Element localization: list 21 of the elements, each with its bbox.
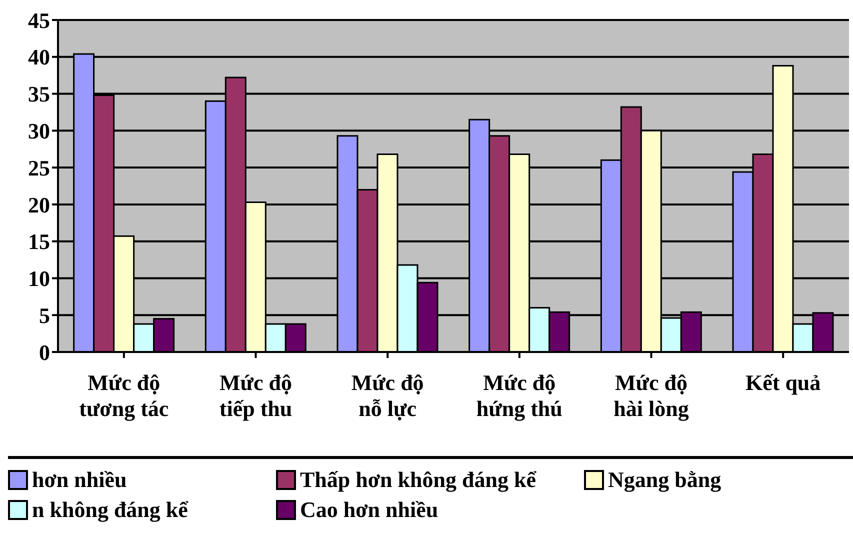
y-tick-label: 40: [28, 44, 50, 70]
x-tick-label: Mức độ nỗ lực: [351, 370, 424, 421]
y-tick-label: 25: [28, 155, 50, 180]
legend-label: Cao hơn nhiều: [300, 497, 438, 523]
x-tick-label: Mức độ hài lòng: [614, 370, 689, 421]
legend-label: Thấp hơn không đáng kể: [300, 467, 536, 493]
legend-label: n không đáng kể: [32, 497, 188, 523]
y-tick-label: 10: [28, 266, 50, 292]
y-tick-label: 5: [39, 302, 50, 328]
x-tick-label: Kết quả: [745, 370, 821, 395]
y-tick-label: 35: [28, 82, 50, 107]
x-tick-label: Mức độ tiếp thu: [219, 370, 292, 421]
legend-label: Ngang bằng: [608, 467, 722, 493]
x-tick-label: Mức độ hứng thú: [476, 370, 562, 421]
y-tick-label: 15: [28, 229, 50, 254]
x-tick-label: Mức độ tương tác: [79, 370, 169, 421]
legend-label: hơn nhiều: [32, 467, 127, 493]
y-tick-label: 30: [28, 118, 50, 144]
y-tick-label: 45: [28, 8, 50, 33]
y-tick-label: 20: [28, 192, 50, 218]
y-tick-label: 0: [39, 340, 50, 365]
